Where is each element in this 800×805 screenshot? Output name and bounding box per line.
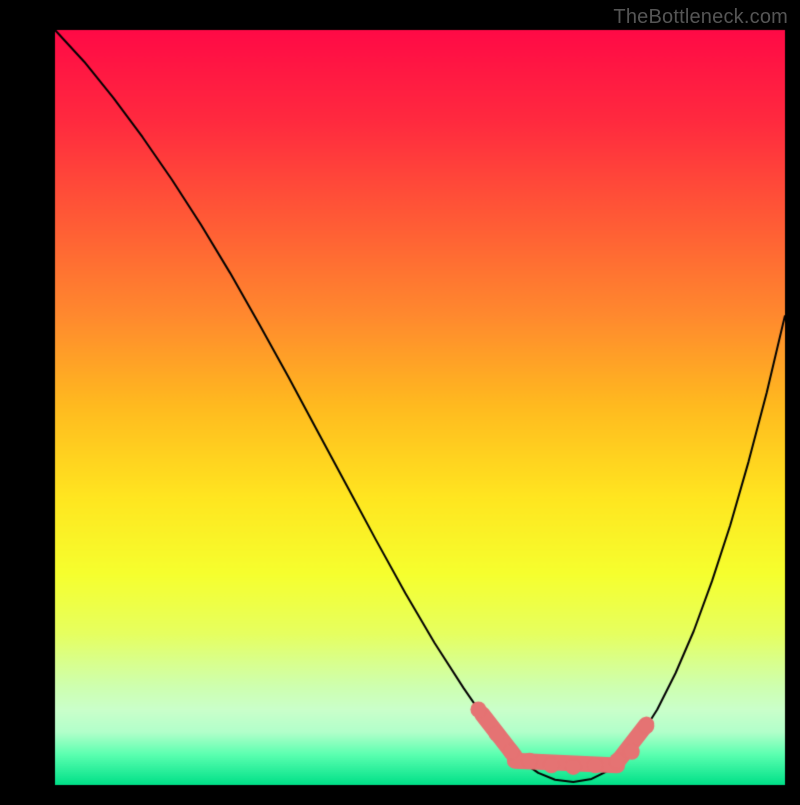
bottleneck-chart-canvas: [0, 0, 800, 800]
watermark-text: TheBottleneck.com: [613, 6, 788, 29]
chart-container: TheBottleneck.com: [0, 0, 800, 800]
